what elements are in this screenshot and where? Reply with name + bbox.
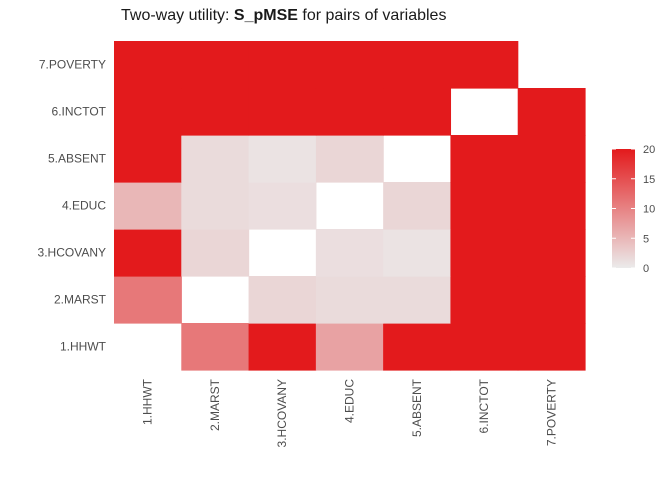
x-tick-label: 1.HHWT [141, 378, 155, 425]
y-tick-label: 5.ABSENT [48, 152, 107, 166]
legend-tick-label: 0 [643, 263, 649, 275]
chart-title: Two-way utility: S_pMSE for pairs of var… [121, 7, 446, 25]
heatmap-cell-3.HCOVANY-4.EDUC [248, 182, 317, 230]
heatmap-cell-5.ABSENT-4.EDUC [383, 182, 452, 230]
heatmap-cell-3.HCOVANY-1.HHWT [248, 323, 317, 371]
heatmap-cell-7.POVERTY-2.MARST [517, 276, 586, 324]
chart-title-suffix: for pairs of variables [297, 7, 447, 24]
heatmap-cell-2.MARST-4.EDUC [181, 182, 250, 230]
heatmap-cell-2.MARST-5.ABSENT [181, 135, 250, 183]
heatmap-cell-1.HHWT-3.HCOVANY [114, 229, 182, 277]
heatmap-cell-2.MARST-1.HHWT [181, 323, 250, 371]
chart-title-prefix: Two-way utility: [121, 7, 234, 24]
heatmap-cell-4.EDUC-5.ABSENT [315, 135, 384, 183]
heatmap-cell-6.INCTOT-7.POVERTY [450, 41, 519, 89]
x-tick-label: 2.MARST [208, 378, 222, 431]
heatmap-cell-5.ABSENT-2.MARST [383, 276, 452, 324]
heatmap-cell-3.HCOVANY-7.POVERTY [248, 41, 317, 89]
heatmap-cell-2.MARST-3.HCOVANY [181, 229, 250, 277]
legend-tick-label: 15 [643, 174, 655, 186]
heatmap-cell-6.INCTOT-3.HCOVANY [450, 229, 519, 277]
heatmap-cell-4.EDUC-7.POVERTY [315, 41, 384, 89]
y-axis-tick-labels: 1.HHWT 2.MARST 3.HCOVANY 4.EDUC 5.ABSENT 6.IN… [38, 58, 107, 354]
heatmap-cell-2.MARST-7.POVERTY [181, 41, 250, 89]
x-tick-label: 7.POVERTY [544, 379, 558, 446]
heatmap-cell-7.POVERTY-6.INCTOT [517, 88, 586, 136]
x-tick-label: 6.INCTOT [477, 378, 491, 433]
heatmap-cell-4.EDUC-3.HCOVANY [315, 229, 384, 277]
heatmap-cell-7.POVERTY-4.EDUC [517, 182, 586, 230]
heatmap-cell-4.EDUC-1.HHWT [315, 323, 384, 371]
heatmap-cell-7.POVERTY-5.ABSENT [517, 135, 586, 183]
heatmap-cell-5.ABSENT-1.HHWT [383, 323, 452, 371]
heatmap-cell-1.HHWT-4.EDUC [114, 182, 182, 230]
heatmap-cell-5.ABSENT-6.INCTOT [383, 88, 452, 136]
legend-tick-label: 10 [643, 204, 655, 216]
x-tick-label: 4.EDUC [343, 379, 357, 423]
heatmap-cell-6.INCTOT-4.EDUC [450, 182, 519, 230]
heatmap-cell-3.HCOVANY-2.MARST [248, 276, 317, 324]
heatmap-cell-1.HHWT-6.INCTOT [114, 88, 182, 136]
color-legend: 0 5 10 15 20 [612, 144, 655, 275]
heatmap-cell-7.POVERTY-3.HCOVANY [517, 229, 586, 277]
heatmap-cell-3.HCOVANY-5.ABSENT [248, 135, 317, 183]
x-tick-label: 5.ABSENT [410, 378, 424, 437]
y-tick-label: 4.EDUC [62, 199, 106, 213]
heatmap-cell-4.EDUC-6.INCTOT [315, 88, 384, 136]
heatmap-cell-5.ABSENT-3.HCOVANY [383, 229, 452, 277]
legend-tick-label: 5 [643, 233, 649, 245]
heatmap-cell-5.ABSENT-7.POVERTY [383, 41, 452, 89]
y-tick-label: 6.INCTOT [52, 105, 107, 119]
heatmap-cell-1.HHWT-5.ABSENT [114, 135, 182, 183]
heatmap-cell-1.HHWT-2.MARST [114, 276, 182, 324]
heatmap-cell-7.POVERTY-1.HHWT [517, 323, 586, 371]
heatmap-cell-1.HHWT-7.POVERTY [114, 41, 182, 89]
legend-colorbar [612, 149, 635, 268]
heatmap-cell-2.MARST-6.INCTOT [181, 88, 250, 136]
heatmap-cell-6.INCTOT-2.MARST [450, 276, 519, 324]
chart-title-metric: S_pMSE [233, 7, 298, 24]
heatmap-cell-4.EDUC-2.MARST [315, 276, 384, 324]
heatmap-cell-6.INCTOT-1.HHWT [450, 323, 519, 371]
legend-tick-label: 20 [643, 144, 655, 156]
heatmap-cells [114, 41, 586, 371]
y-tick-label: 1.HHWT [60, 340, 107, 354]
x-tick-label: 3.HCOVANY [275, 379, 289, 447]
y-tick-label: 2.MARST [54, 293, 107, 307]
heatmap-cell-6.INCTOT-5.ABSENT [450, 135, 519, 183]
y-tick-label: 7.POVERTY [39, 58, 106, 72]
heatmap-cell-3.HCOVANY-6.INCTOT [248, 88, 317, 136]
y-tick-label: 3.HCOVANY [38, 246, 106, 260]
x-axis-tick-labels: 1.HHWT 2.MARST 3.HCOVANY 4.EDUC 5.ABSENT 6.IN… [141, 378, 559, 447]
